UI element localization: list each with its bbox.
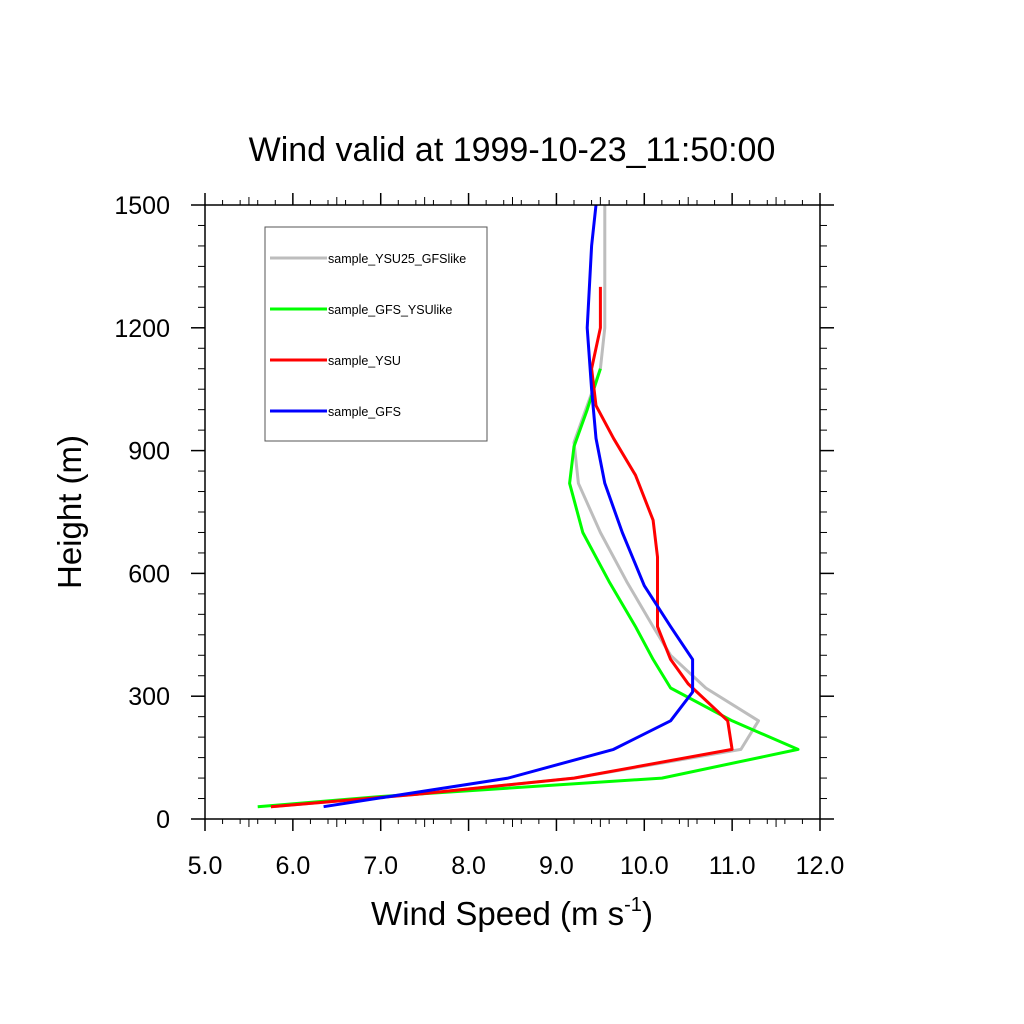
x-tick-label: 6.0	[275, 852, 310, 880]
y-tick-labels: 0 300 600 900 1200 1500	[114, 192, 170, 834]
x-axis-label: Wind Speed (m s-1)	[371, 894, 653, 932]
legend-label: sample_GFS	[328, 405, 401, 419]
legend-box	[264, 226, 488, 442]
plot-frame	[204, 204, 821, 820]
x-tick-label: 5.0	[188, 852, 223, 880]
axis-ticks	[191, 193, 834, 831]
x-axis-label-end: )	[642, 895, 653, 932]
legend-label: sample_YSU25_GFSlike	[328, 252, 466, 266]
x-tick-label: 7.0	[363, 852, 398, 880]
y-tick-label: 600	[128, 560, 170, 588]
x-tick-label: 9.0	[539, 852, 574, 880]
legend: sample_YSU25_GFSlike sample_GFS_YSUlikesa…	[264, 226, 488, 442]
y-axis-label: Height (m)	[51, 435, 88, 589]
series-line-sample_GFS_YSUlike	[257, 368, 800, 809]
legend-label: sample_GFS_YSUlike	[328, 303, 452, 317]
legend-entries: sample_YSU25_GFSlike sample_GFS_YSUlikesa…	[270, 252, 466, 419]
series-line-sample_YSU	[270, 286, 734, 809]
x-axis-label-superscript: -1	[624, 894, 642, 916]
y-tick-label: 1500	[114, 192, 170, 220]
legend-label: sample_YSU	[328, 354, 401, 368]
y-tick-label: 0	[156, 806, 170, 834]
series-lines	[257, 204, 800, 809]
y-tick-label: 900	[128, 438, 170, 466]
chart-title: Wind valid at 1999-10-23_11:50:00	[249, 131, 776, 169]
x-tick-label: 10.0	[620, 852, 669, 880]
series-line-sample_GFS	[323, 204, 695, 809]
x-axis-label-main: Wind Speed (m s	[371, 895, 624, 932]
x-tick-labels: 5.0 6.0 7.0 8.0 9.0 10.0 11.0 12.0	[188, 852, 845, 880]
x-tick-label: 11.0	[709, 852, 756, 880]
x-tick-label: 12.0	[796, 852, 845, 880]
y-tick-label: 1200	[114, 315, 170, 343]
x-tick-label: 8.0	[451, 852, 486, 880]
y-tick-label: 300	[128, 683, 170, 711]
